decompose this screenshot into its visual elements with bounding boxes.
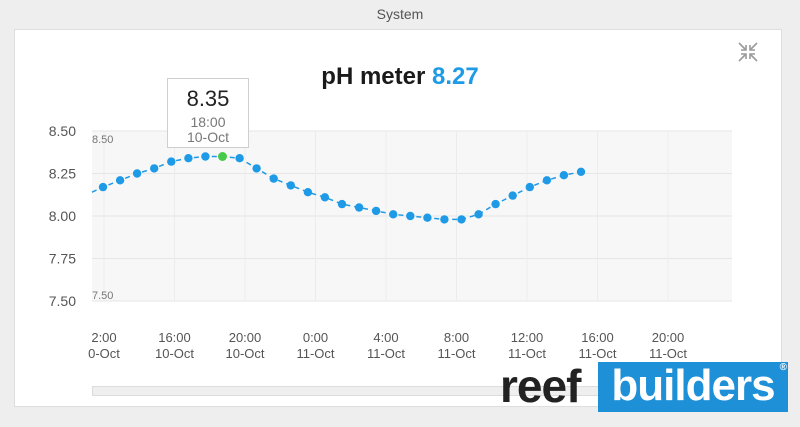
x-axis-ticks: 2:000-Oct16:0010-Oct20:0010-Oct0:0011-Oc…	[88, 330, 687, 361]
data-point[interactable]	[576, 167, 586, 176]
y-tick-label: 8.25	[49, 166, 76, 182]
logo-builders: builders	[611, 361, 775, 410]
y-axis-ticks: 8.50 8.25 8.00 7.75 7.50	[49, 123, 76, 309]
data-point[interactable]	[337, 199, 347, 209]
data-point[interactable]	[491, 199, 500, 209]
collapse-icon[interactable]	[737, 41, 759, 63]
max-label: 8.50	[92, 134, 113, 146]
reef-builders-logo: reef builders ®	[500, 360, 788, 414]
data-point[interactable]	[150, 164, 159, 173]
chart-title: pH meter 8.27	[0, 63, 800, 91]
x-tick-time: 20:00	[652, 330, 685, 345]
data-point[interactable]	[457, 215, 466, 224]
x-tick-time: 16:00	[158, 330, 191, 345]
data-point[interactable]	[235, 154, 244, 163]
x-tick-date: 11-Oct	[508, 346, 546, 361]
x-tick-time: 12:00	[511, 330, 544, 345]
data-point[interactable]	[167, 157, 176, 166]
x-tick-date: 11-Oct	[367, 346, 405, 361]
tooltip-value: 8.35	[186, 86, 230, 111]
data-point[interactable]	[440, 215, 449, 224]
x-tick-date: 11-Oct	[578, 346, 616, 361]
x-tick-date: 0-Oct	[88, 346, 120, 361]
data-point[interactable]	[542, 176, 552, 185]
x-tick-time: 2:00	[91, 330, 116, 345]
data-point[interactable]	[389, 210, 398, 219]
x-tick-date: 10-Oct	[155, 346, 194, 361]
registered-mark: ®	[779, 362, 787, 373]
logo-builders-box: builders ®	[598, 362, 788, 412]
tooltip-time: 18:00	[190, 114, 226, 130]
y-tick-label: 8.50	[49, 123, 76, 139]
x-tick-time: 0:00	[303, 330, 328, 345]
y-tick-label: 7.50	[49, 293, 76, 309]
data-point[interactable]	[371, 206, 381, 216]
data-point[interactable]	[132, 169, 142, 178]
current-value: 8.27	[431, 63, 479, 90]
data-point[interactable]	[98, 182, 108, 192]
tooltip-date: 10-Oct	[186, 129, 229, 145]
y-tick-label: 8.00	[49, 208, 76, 224]
data-point[interactable]	[406, 211, 415, 221]
data-point[interactable]	[269, 174, 278, 183]
data-point[interactable]	[354, 203, 364, 212]
data-point[interactable]	[423, 213, 432, 222]
min-label: 7.50	[92, 290, 113, 302]
section-title: System	[376, 6, 424, 22]
data-point[interactable]	[303, 188, 313, 197]
x-tick-time: 16:00	[581, 330, 614, 345]
x-tick-date: 11-Oct	[437, 346, 475, 361]
data-point[interactable]	[525, 182, 534, 192]
x-tick-time: 20:00	[229, 330, 262, 345]
data-point[interactable]	[115, 176, 125, 185]
x-tick-time: 4:00	[373, 330, 398, 345]
series-points	[98, 152, 586, 224]
y-tick-label: 7.75	[49, 251, 76, 267]
highlighted-data-point[interactable]	[218, 152, 227, 161]
x-tick-date: 11-Oct	[296, 346, 334, 361]
data-point[interactable]	[474, 210, 483, 219]
logo-reef: reef	[500, 360, 581, 412]
data-point[interactable]	[559, 171, 569, 180]
data-point[interactable]	[201, 152, 210, 161]
data-point[interactable]	[286, 181, 295, 190]
x-tick-date: 11-Oct	[649, 346, 687, 361]
data-point[interactable]	[508, 191, 517, 200]
data-point[interactable]	[252, 164, 261, 173]
chart-title-label: pH meter	[321, 63, 426, 90]
data-point[interactable]	[320, 193, 330, 202]
data-point[interactable]	[184, 154, 193, 163]
data-tooltip: 8.35 18:00 10-Oct	[167, 78, 249, 148]
x-tick-time: 8:00	[444, 330, 469, 345]
x-tick-date: 10-Oct	[225, 346, 264, 361]
